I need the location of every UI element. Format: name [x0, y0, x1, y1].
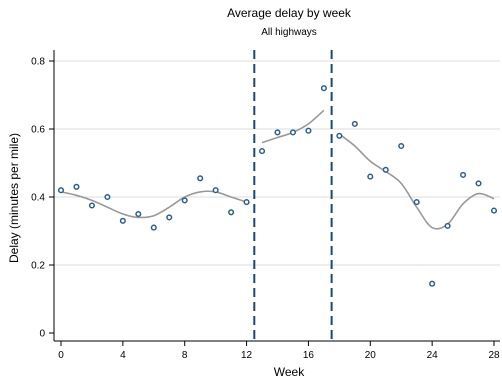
data-point-week-6: [150, 224, 157, 231]
data-point-week-2: [88, 202, 95, 209]
x-tick-label-6: 24: [427, 350, 439, 361]
fit-line-during: [261, 109, 325, 144]
data-point-week-4: [119, 217, 126, 224]
grid-layer: [54, 60, 500, 266]
data-point-week-28: [490, 207, 498, 214]
data-point-week-11: [228, 209, 235, 216]
data-point-week-18: [336, 132, 343, 139]
data-point-week-22: [398, 142, 405, 150]
data-point-week-17: [320, 85, 327, 92]
data-point-week-14: [274, 129, 281, 136]
x-tick-label-7: 28: [488, 350, 500, 361]
data-point-week-10: [212, 187, 219, 194]
data-point-week-16: [305, 127, 312, 134]
data-point-week-26: [460, 171, 467, 178]
y-tick-label-0: 0: [39, 329, 45, 340]
data-point-week-21: [382, 166, 389, 173]
data-point-week-20: [367, 173, 374, 180]
data-point-week-8: [181, 197, 188, 204]
data-point-week-13: [258, 148, 266, 155]
data-point-week-9: [197, 175, 204, 182]
chart-title: Average delay by week: [227, 6, 352, 20]
x-tick-label-0: 0: [58, 350, 64, 361]
x-tick-label-5: 20: [365, 350, 377, 361]
data-point-week-5: [135, 210, 142, 218]
ticks-layer: 0 0.2 0.4 0.6 0.8 0 4 8 12 16 20 24 28: [31, 57, 500, 362]
data-point-week-24: [429, 280, 436, 287]
x-tick-label-3: 12: [241, 350, 253, 361]
data-point-week-0: [57, 187, 65, 194]
points-layer: [57, 85, 498, 287]
data-point-week-12: [243, 199, 250, 206]
data-point-week-19: [351, 120, 358, 127]
data-point-week-27: [475, 180, 482, 187]
fit-line-pre: [60, 190, 247, 219]
x-tick-label-1: 4: [120, 350, 126, 361]
data-point-week-15: [289, 129, 297, 136]
y-tick-label-1: 0.2: [31, 261, 45, 272]
vertical-lines-layer: [253, 50, 333, 341]
y-tick-label-4: 0.8: [31, 57, 45, 68]
x-tick-label-4: 16: [303, 350, 315, 361]
fit-line-post: [338, 133, 495, 230]
data-point-week-7: [166, 214, 173, 221]
x-tick-label-2: 8: [182, 350, 188, 361]
axis-layer: [53, 50, 500, 342]
y-axis-label: Delay (minutes per mile): [7, 133, 21, 263]
y-tick-label-3: 0.6: [31, 125, 45, 136]
data-point-week-1: [73, 183, 80, 190]
chart-subtitle: All highways: [261, 27, 317, 38]
y-tick-label-2: 0.4: [31, 193, 45, 204]
data-point-week-3: [104, 193, 111, 201]
data-point-week-25: [444, 222, 451, 229]
fit-lines-layer: [60, 109, 495, 230]
data-point-week-23: [413, 199, 420, 206]
x-axis-label: Week: [274, 365, 305, 378]
